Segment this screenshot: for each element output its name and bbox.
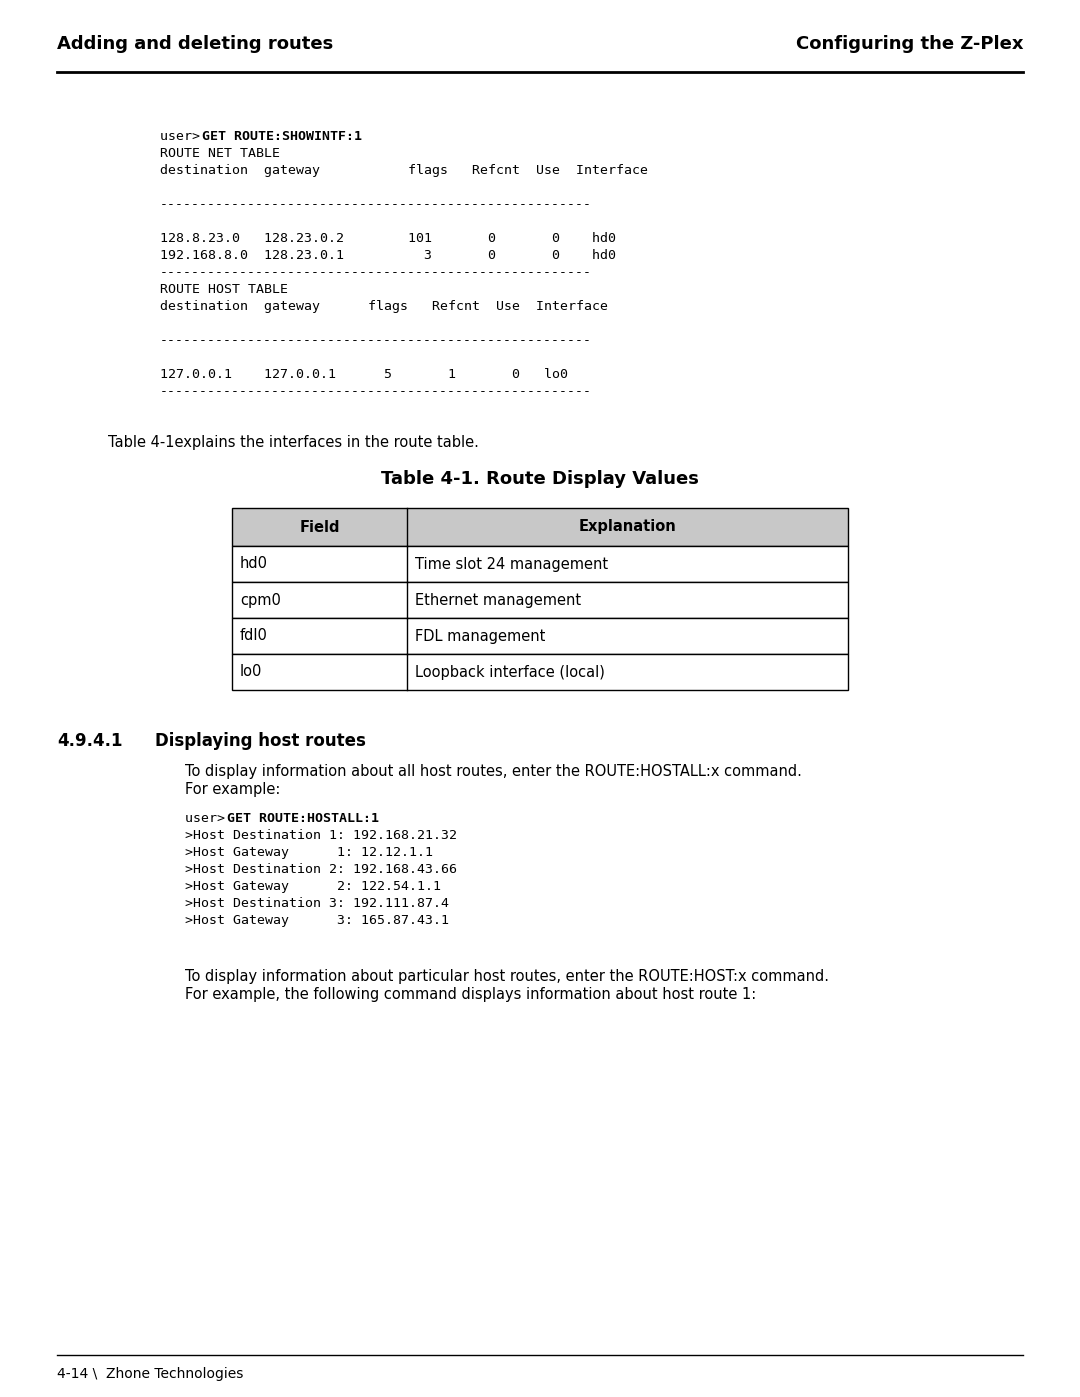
Text: Table 4-1explains the interfaces in the route table.: Table 4-1explains the interfaces in the …	[108, 434, 478, 450]
Bar	[232, 509, 848, 546]
Text: >Host Gateway      3: 165.87.43.1: >Host Gateway 3: 165.87.43.1	[185, 914, 449, 928]
Text: >Host Destination 3: 192.111.87.4: >Host Destination 3: 192.111.87.4	[185, 897, 449, 909]
Text: Configuring the Z-Plex: Configuring the Z-Plex	[796, 35, 1023, 53]
Text: Field: Field	[299, 520, 340, 535]
Text: >Host Gateway      1: 12.12.1.1: >Host Gateway 1: 12.12.1.1	[185, 847, 433, 859]
Text: lo0: lo0	[240, 665, 262, 679]
Text: Displaying host routes: Displaying host routes	[156, 732, 366, 750]
Text: >Host Destination 1: 192.168.21.32: >Host Destination 1: 192.168.21.32	[185, 828, 457, 842]
Text: 127.0.0.1    127.0.0.1      5       1       0   lo0: 127.0.0.1 127.0.0.1 5 1 0 lo0	[160, 367, 568, 381]
Text: For example, the following command displays information about host route 1:: For example, the following command displ…	[185, 988, 756, 1002]
Bar	[232, 654, 848, 690]
Text: FDL management: FDL management	[415, 629, 545, 644]
Text: To display information about particular host routes, enter the ROUTE:HOST:x comm: To display information about particular …	[185, 970, 829, 983]
Text: Table 4-1. Route Display Values: Table 4-1. Route Display Values	[381, 469, 699, 488]
Text: ------------------------------------------------------: ----------------------------------------…	[160, 334, 592, 346]
Text: Loopback interface (local): Loopback interface (local)	[415, 665, 605, 679]
Text: To display information about all host routes, enter the ROUTE:HOSTALL:x command.: To display information about all host ro…	[185, 764, 801, 780]
Bar	[232, 546, 848, 583]
Text: fdl0: fdl0	[240, 629, 268, 644]
Text: 4-14 \  Zhone Technologies: 4-14 \ Zhone Technologies	[57, 1368, 243, 1382]
Text: user>: user>	[160, 130, 208, 142]
Text: >Host Destination 2: 192.168.43.66: >Host Destination 2: 192.168.43.66	[185, 863, 457, 876]
Text: >Host Gateway      2: 122.54.1.1: >Host Gateway 2: 122.54.1.1	[185, 880, 441, 893]
Text: Time slot 24 management: Time slot 24 management	[415, 556, 608, 571]
Text: ROUTE NET TABLE: ROUTE NET TABLE	[160, 147, 280, 161]
Text: For example:: For example:	[185, 782, 281, 798]
Text: Ethernet management: Ethernet management	[415, 592, 581, 608]
Text: Adding and deleting routes: Adding and deleting routes	[57, 35, 334, 53]
Text: 4.9.4.1: 4.9.4.1	[57, 732, 122, 750]
Text: destination  gateway           flags   Refcnt  Use  Interface: destination gateway flags Refcnt Use Int…	[160, 163, 648, 177]
Text: GET ROUTE:SHOWINTF:1: GET ROUTE:SHOWINTF:1	[202, 130, 362, 142]
Text: ------------------------------------------------------: ----------------------------------------…	[160, 265, 592, 279]
Text: destination  gateway      flags   Refcnt  Use  Interface: destination gateway flags Refcnt Use Int…	[160, 300, 608, 313]
Text: cpm0: cpm0	[240, 592, 281, 608]
Text: GET ROUTE:HOSTALL:1: GET ROUTE:HOSTALL:1	[227, 812, 379, 826]
Bar	[232, 617, 848, 654]
Text: ------------------------------------------------------: ----------------------------------------…	[160, 386, 592, 398]
Text: 128.8.23.0   128.23.0.2        101       0       0    hd0: 128.8.23.0 128.23.0.2 101 0 0 hd0	[160, 232, 616, 244]
Bar	[232, 583, 848, 617]
Text: user>: user>	[185, 812, 233, 826]
Text: ------------------------------------------------------: ----------------------------------------…	[160, 198, 592, 211]
Text: ROUTE HOST TABLE: ROUTE HOST TABLE	[160, 284, 288, 296]
Text: hd0: hd0	[240, 556, 268, 571]
Text: 192.168.8.0  128.23.0.1          3       0       0    hd0: 192.168.8.0 128.23.0.1 3 0 0 hd0	[160, 249, 616, 263]
Text: Explanation: Explanation	[579, 520, 676, 535]
